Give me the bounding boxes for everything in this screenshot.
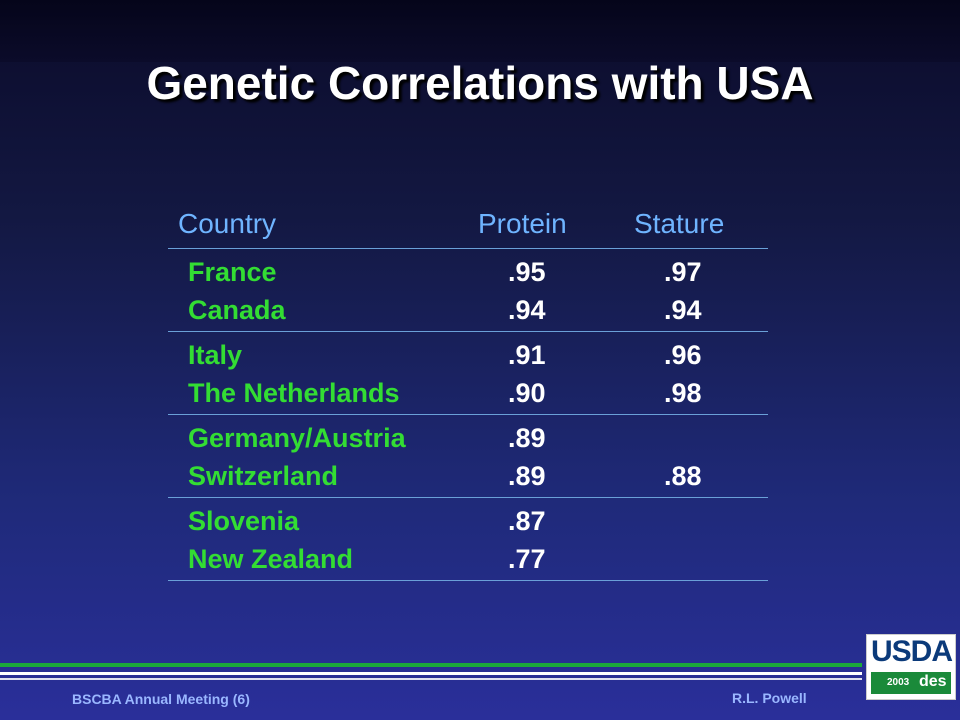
table-row: Switzerland .89 .88 xyxy=(168,457,768,495)
footer-line-green xyxy=(0,663,862,667)
table-group: France .95 .97 Canada .94 .94 xyxy=(168,249,768,332)
slide-title: Genetic Correlations with USA xyxy=(146,57,814,109)
cell-country: Slovenia xyxy=(188,506,300,536)
cell-protein: .89 xyxy=(508,461,546,491)
cell-stature: .96 xyxy=(664,340,702,370)
cell-protein: .77 xyxy=(508,544,546,574)
cell-protein: .87 xyxy=(508,506,546,536)
table-group: Italy .91 .96 The Netherlands .90 .98 xyxy=(168,332,768,415)
cell-protein: .90 xyxy=(508,378,546,408)
cell-country: New Zealand xyxy=(188,544,354,574)
cell-country: The Netherlands xyxy=(188,378,400,408)
table-row: Italy .91 .96 xyxy=(168,336,768,374)
footer-line-white xyxy=(0,672,862,675)
footer-line-white-thin xyxy=(0,678,862,680)
cell-country: Italy xyxy=(188,340,243,370)
cell-country: France xyxy=(188,257,277,287)
header-country: Country xyxy=(178,208,277,239)
table-row: Slovenia .87 xyxy=(168,502,768,540)
table-row: The Netherlands .90 .98 xyxy=(168,374,768,412)
table-row: Canada .94 .94 xyxy=(168,291,768,329)
cell-country: Switzerland xyxy=(188,461,339,491)
logo-mark: des xyxy=(919,673,947,690)
cell-country: Germany/Austria xyxy=(188,423,406,453)
cell-stature: .98 xyxy=(664,378,702,408)
usda-logo: USDA 2003 des xyxy=(866,634,956,700)
top-band xyxy=(0,0,960,62)
cell-country: Canada xyxy=(188,295,286,325)
logo-text: USDA xyxy=(871,635,953,668)
table-row: Germany/Austria .89 xyxy=(168,419,768,457)
table-group: Germany/Austria .89 Switzerland .89 .88 xyxy=(168,415,768,498)
footer-author-label: R.L. Powell xyxy=(732,690,807,706)
cell-stature: .97 xyxy=(664,257,702,287)
table-row: France .95 .97 xyxy=(168,253,768,291)
cell-stature: .94 xyxy=(664,295,702,325)
correlation-table: Country Protein Stature France .95 .97 C… xyxy=(168,200,768,581)
logo-year: 2003 xyxy=(887,677,910,688)
cell-stature: .88 xyxy=(664,461,702,491)
cell-protein: .94 xyxy=(508,295,546,325)
cell-protein: .95 xyxy=(508,257,546,287)
logo-stripe xyxy=(871,672,951,694)
cell-protein: .91 xyxy=(508,340,546,370)
table-header-row: Country Protein Stature xyxy=(168,200,768,249)
footer-meeting-label: BSCBA Annual Meeting (6) xyxy=(72,691,250,707)
footer-divider xyxy=(0,663,862,680)
table-row: New Zealand .77 xyxy=(168,540,768,578)
header-protein: Protein xyxy=(478,208,567,239)
table-group: Slovenia .87 New Zealand .77 xyxy=(168,498,768,581)
header-stature: Stature xyxy=(634,208,725,239)
cell-protein: .89 xyxy=(508,423,546,453)
